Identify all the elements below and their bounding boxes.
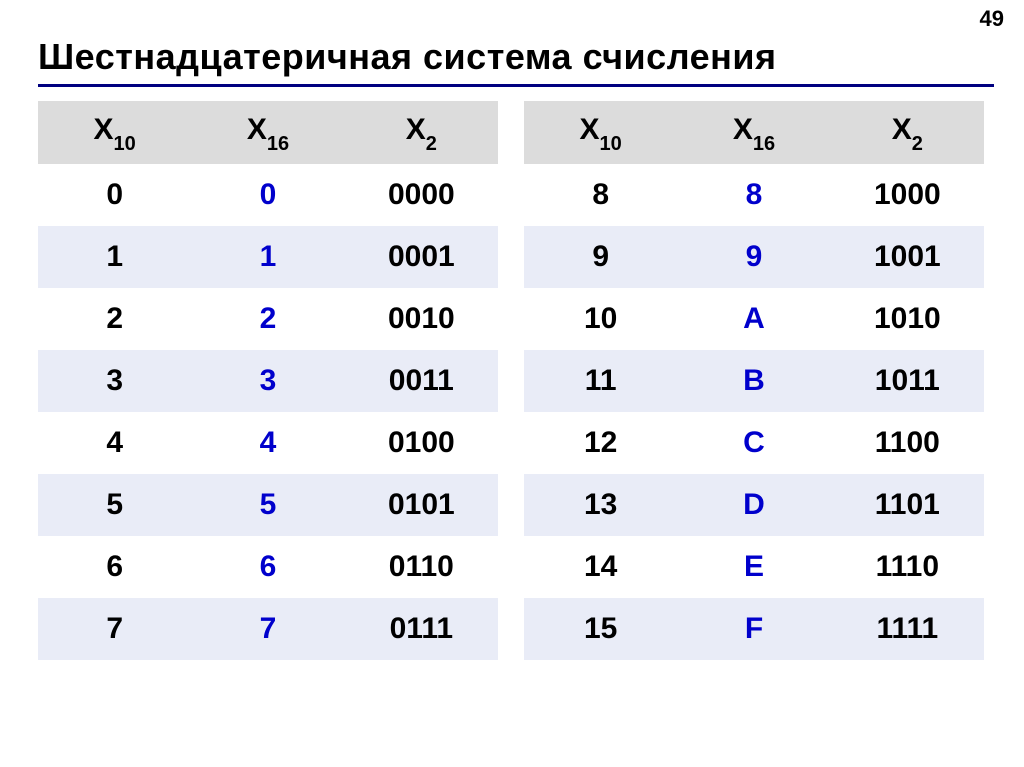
cell-dec: 10 [524, 288, 677, 350]
cell-bin: 0111 [345, 598, 498, 660]
col-header-bin: X2 [831, 101, 984, 164]
table-row: 15 F 1111 [524, 598, 984, 660]
table-row: 1 1 0001 [38, 226, 498, 288]
table-row: 8 8 1000 [524, 164, 984, 226]
table-header-row: X10 X16 X2 [524, 101, 984, 164]
cell-bin: 0110 [345, 536, 498, 598]
table-header-row: X10 X16 X2 [38, 101, 498, 164]
cell-hex: 2 [191, 288, 344, 350]
cell-hex: 8 [677, 164, 830, 226]
cell-dec: 4 [38, 412, 191, 474]
cell-hex: A [677, 288, 830, 350]
cell-dec: 2 [38, 288, 191, 350]
cell-dec: 1 [38, 226, 191, 288]
cell-dec: 8 [524, 164, 677, 226]
cell-hex: C [677, 412, 830, 474]
cell-hex: 7 [191, 598, 344, 660]
cell-hex: 5 [191, 474, 344, 536]
cell-hex: B [677, 350, 830, 412]
table-row: 9 9 1001 [524, 226, 984, 288]
hex-table-right: X10 X16 X2 8 8 1000 9 9 1001 10 [524, 101, 984, 660]
table-row: 5 5 0101 [38, 474, 498, 536]
cell-bin: 1110 [831, 536, 984, 598]
cell-dec: 9 [524, 226, 677, 288]
table-row: 2 2 0010 [38, 288, 498, 350]
cell-dec: 11 [524, 350, 677, 412]
cell-bin: 1100 [831, 412, 984, 474]
cell-hex: F [677, 598, 830, 660]
table-row: 6 6 0110 [38, 536, 498, 598]
col-header-hex: X16 [677, 101, 830, 164]
hex-table-left: X10 X16 X2 0 0 0000 1 1 0001 2 2 [38, 101, 498, 660]
cell-hex: 4 [191, 412, 344, 474]
table-row: 4 4 0100 [38, 412, 498, 474]
cell-hex: 0 [191, 164, 344, 226]
cell-dec: 7 [38, 598, 191, 660]
cell-dec: 3 [38, 350, 191, 412]
cell-hex: 9 [677, 226, 830, 288]
table-row: 14 E 1110 [524, 536, 984, 598]
cell-bin: 0100 [345, 412, 498, 474]
cell-hex: E [677, 536, 830, 598]
slide-page: 49 Шестнадцатеричная система счисления X… [0, 0, 1024, 767]
cell-hex: D [677, 474, 830, 536]
table-row: 13 D 1101 [524, 474, 984, 536]
page-number: 49 [980, 6, 1004, 32]
col-header-hex: X16 [191, 101, 344, 164]
page-title: Шестнадцатеричная система счисления [38, 36, 994, 78]
cell-bin: 0000 [345, 164, 498, 226]
table-row: 11 B 1011 [524, 350, 984, 412]
table-row: 7 7 0111 [38, 598, 498, 660]
cell-hex: 6 [191, 536, 344, 598]
cell-dec: 12 [524, 412, 677, 474]
title-underline [38, 84, 994, 87]
cell-bin: 1010 [831, 288, 984, 350]
cell-bin: 1111 [831, 598, 984, 660]
cell-bin: 0001 [345, 226, 498, 288]
cell-bin: 1011 [831, 350, 984, 412]
cell-bin: 1101 [831, 474, 984, 536]
table-row: 3 3 0011 [38, 350, 498, 412]
col-header-dec: X10 [38, 101, 191, 164]
table-row: 12 C 1100 [524, 412, 984, 474]
table-row: 0 0 0000 [38, 164, 498, 226]
cell-dec: 13 [524, 474, 677, 536]
cell-bin: 0010 [345, 288, 498, 350]
cell-dec: 0 [38, 164, 191, 226]
cell-bin: 0101 [345, 474, 498, 536]
cell-dec: 15 [524, 598, 677, 660]
cell-bin: 1001 [831, 226, 984, 288]
col-header-dec: X10 [524, 101, 677, 164]
cell-hex: 3 [191, 350, 344, 412]
cell-dec: 5 [38, 474, 191, 536]
cell-bin: 1000 [831, 164, 984, 226]
tables-container: X10 X16 X2 0 0 0000 1 1 0001 2 2 [38, 101, 994, 660]
cell-hex: 1 [191, 226, 344, 288]
cell-bin: 0011 [345, 350, 498, 412]
cell-dec: 14 [524, 536, 677, 598]
cell-dec: 6 [38, 536, 191, 598]
col-header-bin: X2 [345, 101, 498, 164]
table-row: 10 A 1010 [524, 288, 984, 350]
